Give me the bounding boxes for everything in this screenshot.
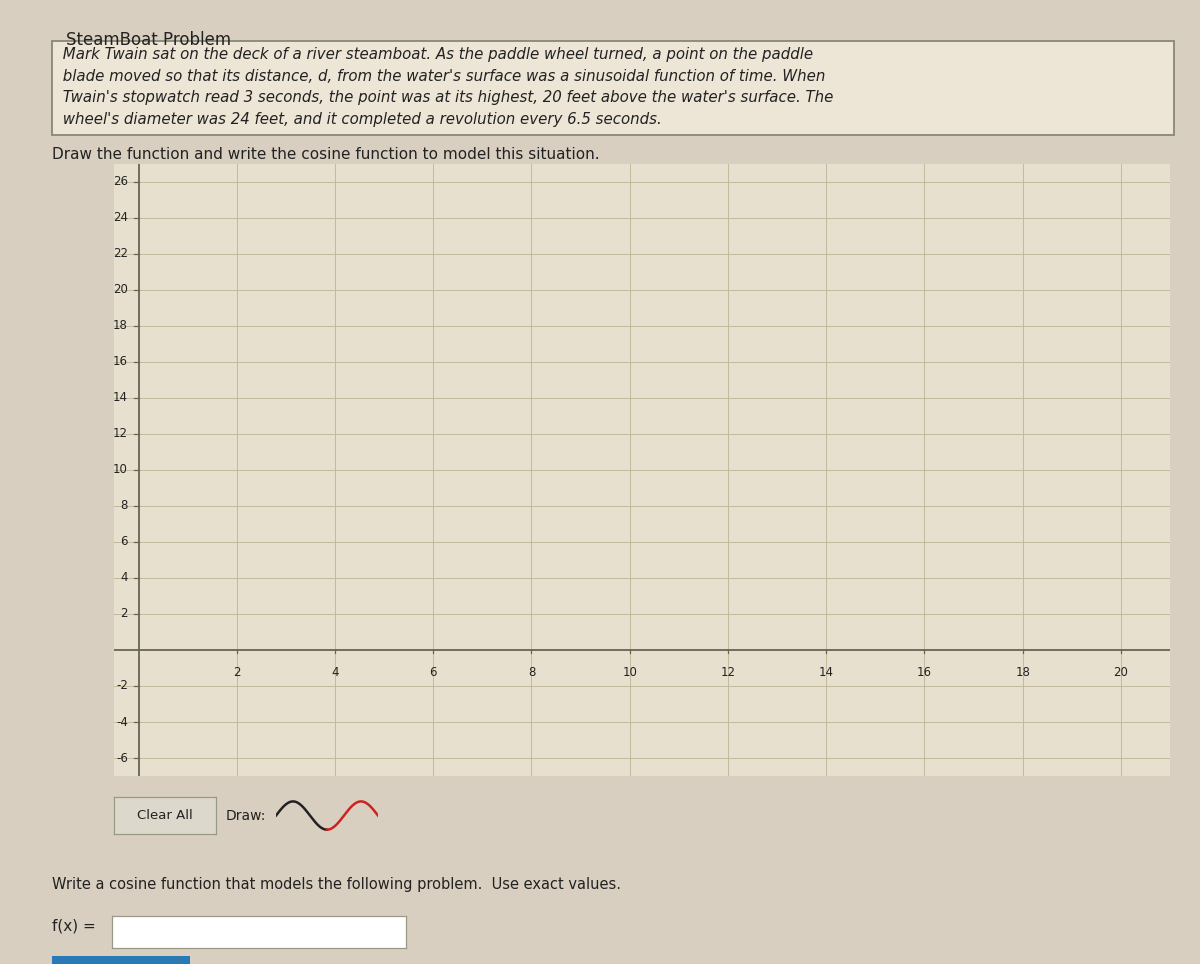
Text: 26: 26 <box>113 175 127 188</box>
Text: -4: -4 <box>116 715 127 729</box>
Text: SteamBoat Problem: SteamBoat Problem <box>66 31 232 49</box>
Text: 16: 16 <box>113 356 127 368</box>
Text: 4: 4 <box>331 666 338 680</box>
Text: 10: 10 <box>113 464 127 476</box>
Text: Clear All: Clear All <box>137 809 193 822</box>
Text: 12: 12 <box>720 666 736 680</box>
Text: Draw:: Draw: <box>226 809 266 822</box>
Text: Mark Twain sat on the deck of a river steamboat. As the paddle wheel turned, a p: Mark Twain sat on the deck of a river st… <box>58 47 833 127</box>
Text: 4: 4 <box>120 572 127 584</box>
Text: -6: -6 <box>116 752 127 764</box>
Text: 24: 24 <box>113 211 127 225</box>
Text: 22: 22 <box>113 248 127 260</box>
Text: Draw the function and write the cosine function to model this situation.: Draw the function and write the cosine f… <box>52 147 599 163</box>
Text: 2: 2 <box>233 666 240 680</box>
Text: 18: 18 <box>113 319 127 333</box>
Text: 6: 6 <box>120 535 127 549</box>
Text: 12: 12 <box>113 427 127 441</box>
Text: f(x) =: f(x) = <box>52 919 95 934</box>
Text: 14: 14 <box>113 391 127 405</box>
Text: 20: 20 <box>113 283 127 296</box>
Text: 20: 20 <box>1114 666 1128 680</box>
Text: -2: -2 <box>116 680 127 692</box>
Text: 6: 6 <box>430 666 437 680</box>
Text: 16: 16 <box>917 666 932 680</box>
Text: 10: 10 <box>623 666 637 680</box>
Text: Write a cosine function that models the following problem.  Use exact values.: Write a cosine function that models the … <box>52 877 620 893</box>
Text: 2: 2 <box>120 607 127 621</box>
Text: 8: 8 <box>528 666 535 680</box>
Text: 14: 14 <box>818 666 834 680</box>
Text: 8: 8 <box>120 499 127 513</box>
Text: 18: 18 <box>1015 666 1030 680</box>
